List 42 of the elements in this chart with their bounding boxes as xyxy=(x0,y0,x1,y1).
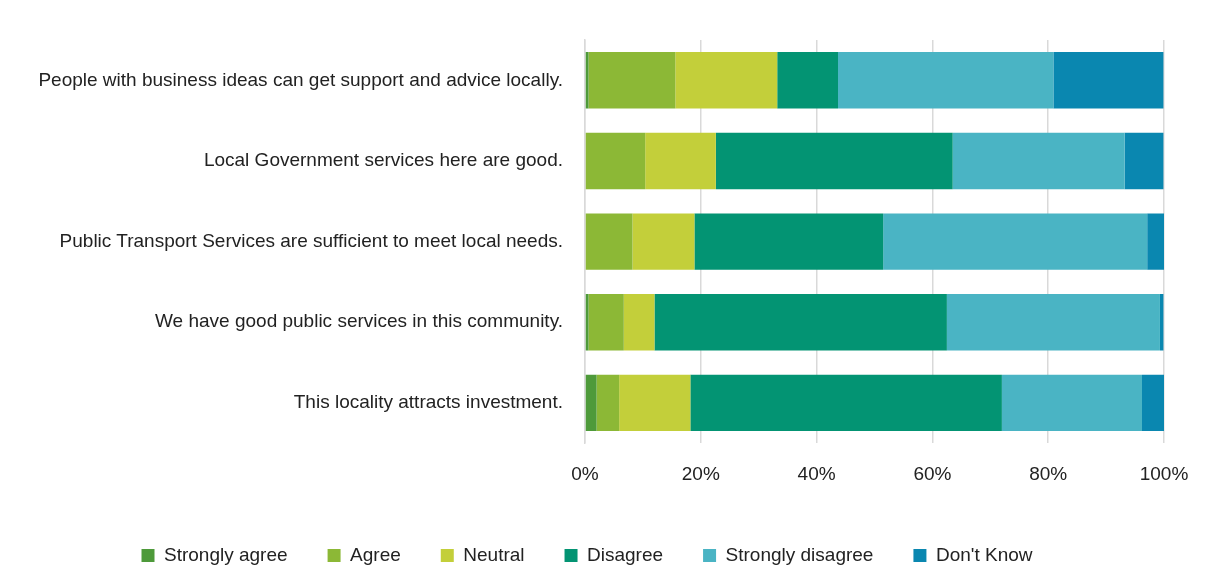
y-tick-label: Public Transport Services are sufficient to meet local needs. xyxy=(59,229,563,251)
legend-label: Strongly agree xyxy=(164,543,288,565)
legend-label: Strongly disagree xyxy=(725,543,874,565)
bar xyxy=(838,52,1054,109)
y-tick-label: This locality attracts investment. xyxy=(293,391,563,413)
x-tick-label: 0% xyxy=(571,462,599,484)
bar xyxy=(1001,374,1142,432)
bar xyxy=(623,294,655,351)
bar xyxy=(690,374,1002,432)
legend-label: Disagree xyxy=(587,543,664,565)
bar xyxy=(1147,213,1164,270)
bar xyxy=(883,213,1148,270)
y-tick-label: People with business ideas can get support and advice locally. xyxy=(38,68,563,90)
legend-label: Agree xyxy=(350,543,401,565)
bar xyxy=(1053,52,1164,109)
bar xyxy=(645,132,716,190)
y-tick-label: We have good public services in this community. xyxy=(155,310,563,332)
bar xyxy=(1142,374,1164,432)
bar xyxy=(585,132,646,190)
bar xyxy=(654,294,947,351)
bar xyxy=(946,294,1160,351)
bar xyxy=(585,374,597,432)
x-tick-label: 20% xyxy=(681,462,720,484)
bar xyxy=(588,52,676,109)
bar xyxy=(675,52,778,109)
x-tick-label: 40% xyxy=(797,462,836,484)
legend-label: Neutral xyxy=(463,543,525,565)
bar xyxy=(588,294,624,351)
bar xyxy=(952,132,1125,190)
bar xyxy=(777,52,839,109)
bar xyxy=(619,374,691,432)
bar xyxy=(715,132,953,190)
x-tick-label: 60% xyxy=(913,462,952,484)
legend-label: Don't Know xyxy=(935,543,1033,565)
y-tick-label: Local Government services here are good. xyxy=(203,149,563,171)
bar xyxy=(632,213,695,270)
bar xyxy=(1124,132,1164,190)
bar xyxy=(596,374,620,432)
x-tick-label: 100% xyxy=(1139,462,1189,484)
bar xyxy=(585,213,633,270)
bar xyxy=(694,213,884,270)
x-tick-label: 80% xyxy=(1029,462,1068,484)
